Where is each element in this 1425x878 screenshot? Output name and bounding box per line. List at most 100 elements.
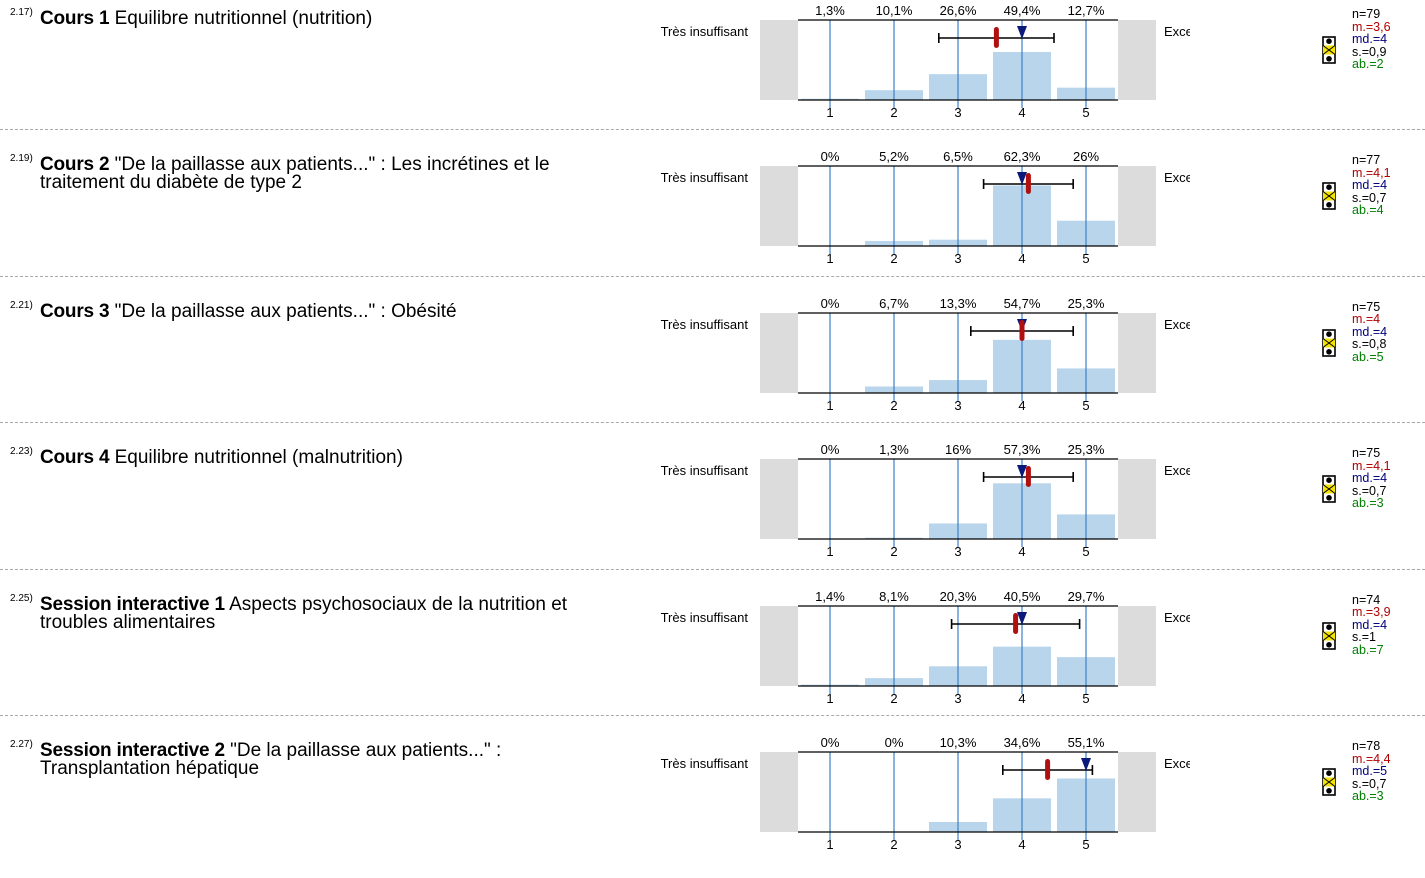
percent-label-2: 0%: [885, 735, 904, 750]
tick-label-3: 3: [954, 251, 961, 266]
question-item: 2.23) Cours 4 Equilibre nutritionnel (mal…: [0, 439, 1425, 585]
question-title-bold: Cours 4: [40, 447, 110, 469]
percent-label-3: 20,3%: [940, 589, 977, 604]
median-marker: [1017, 172, 1027, 186]
stat-mean: m.=4,4: [1352, 751, 1391, 766]
right-shade-box: [1118, 20, 1156, 100]
median-marker: [1017, 26, 1027, 39]
tick-label-4: 4: [1018, 105, 1025, 120]
stat-abstentions: ab.=4: [1352, 203, 1384, 218]
percent-label-4: 40,5%: [1004, 589, 1041, 604]
question-number: 2.19): [10, 153, 33, 165]
stat-mean: m.=3,9: [1352, 605, 1391, 620]
stat-abstentions: ab.=7: [1352, 642, 1384, 657]
percent-label-4: 49,4%: [1004, 3, 1041, 18]
traffic-light-icon: [1322, 475, 1336, 508]
scale-right-label: Excellent: [1164, 24, 1190, 39]
tick-label-4: 4: [1018, 544, 1025, 559]
section-divider: [0, 568, 1425, 570]
left-shade-box: [760, 312, 798, 393]
stat-sd: s.=0,8: [1352, 337, 1387, 352]
tick-label-3: 3: [954, 398, 961, 413]
tick-label-1: 1: [826, 251, 833, 266]
percent-label-4: 54,7%: [1004, 296, 1041, 311]
stat-abstentions: ab.=5: [1352, 349, 1384, 364]
percent-label-1: 1,3%: [815, 3, 845, 18]
rating-chart: Très insuffisant Excellent 1,3% 10,1% 26,6% 4…: [661, 3, 1190, 120]
scale-left-label: Très insuffisant: [661, 756, 749, 771]
tick-label-3: 3: [954, 105, 961, 120]
scale-right-label: Excellent: [1164, 170, 1190, 185]
stats-block: n=75 m.=4 md.=4 s.=0,8 ab.=5: [1352, 301, 1387, 364]
rating-chart: Très insuffisant Excellent 0% 1,3% 16% 57,3% 2…: [661, 442, 1190, 559]
question-title-text: "De la paillasse aux patients..." : Les …: [40, 154, 550, 194]
percent-label-2: 5,2%: [879, 149, 909, 164]
median-marker: [1081, 758, 1091, 771]
stat-sd: s.=0,7: [1352, 483, 1387, 498]
percent-label-2: 6,7%: [879, 296, 909, 311]
stat-median: md.=4: [1352, 617, 1388, 632]
question-item: 2.17) Cours 1 Equilibre nutritionnel (nut…: [0, 0, 1425, 146]
tick-label-1: 1: [826, 398, 833, 413]
stats-block: n=78 m.=4,4 md.=5 s.=0,7 ab.=3: [1352, 740, 1391, 803]
stats-block: n=77 m.=4,1 md.=4 s.=0,7 ab.=4: [1352, 154, 1391, 217]
tick-label-1: 1: [826, 105, 833, 120]
question-title-text: "De la paillasse aux patients..." : Tran…: [40, 740, 502, 779]
tick-label-2: 2: [890, 544, 897, 559]
left-shade-box: [760, 752, 798, 832]
question-item: 2.19) Cours 2 "De la paillasse aux patien…: [0, 146, 1425, 292]
stats-block: n=75 m.=4,1 md.=4 s.=0,7 ab.=3: [1352, 447, 1391, 510]
percent-label-5: 25,3%: [1068, 442, 1105, 457]
question-title: Cours 1 Equilibre nutritionnel (nutritio…: [40, 9, 610, 28]
percent-label-4: 62,3%: [1004, 149, 1041, 164]
percent-label-3: 13,3%: [940, 296, 977, 311]
question-number: 2.23): [10, 446, 33, 458]
right-shade-box: [1118, 752, 1156, 832]
stat-n: n=79: [1352, 7, 1381, 21]
percent-label-1: 0%: [821, 442, 840, 457]
section-divider: [0, 422, 1425, 424]
rating-chart: Très insuffisant Excellent 0% 5,2% 6,5% 62,3%…: [661, 149, 1190, 266]
right-shade-box: [1118, 459, 1156, 540]
scale-right-label: Excellent: [1164, 756, 1190, 771]
question-title: Session interactive 1 Aspects psychosoci…: [40, 593, 610, 632]
stat-mean: m.=4,1: [1352, 165, 1391, 180]
section-divider: [0, 129, 1425, 131]
question-title: Session interactive 2 "De la paillasse a…: [40, 740, 610, 779]
tick-label-3: 3: [954, 837, 961, 852]
left-shade-box: [760, 459, 798, 540]
left-shade-box: [760, 20, 798, 100]
percent-label-1: 0%: [821, 149, 840, 164]
section-divider: [0, 715, 1425, 716]
tick-label-4: 4: [1018, 837, 1025, 852]
percent-label-5: 25,3%: [1068, 296, 1105, 311]
section-divider: [0, 275, 1425, 277]
traffic-light-icon: [1322, 621, 1336, 655]
tick-label-4: 4: [1018, 251, 1025, 266]
question-number: 2.21): [10, 299, 33, 311]
tick-label-5: 5: [1082, 837, 1089, 852]
question-item: 2.21) Cours 3 "De la paillasse aux patien…: [0, 293, 1425, 439]
question-item: 2.25) Session interactive 1 Aspects psych…: [0, 586, 1425, 732]
stat-sd: s.=0,7: [1352, 190, 1387, 205]
stat-median: md.=5: [1352, 764, 1388, 778]
tick-label-5: 5: [1082, 105, 1089, 120]
question-number: 2.27): [10, 739, 33, 750]
percent-label-1: 1,4%: [815, 589, 845, 604]
stat-sd: s.=0,7: [1352, 776, 1387, 791]
percent-label-4: 57,3%: [1004, 442, 1041, 457]
stat-median: md.=4: [1352, 32, 1388, 46]
question-title-bold: Session interactive 1: [40, 593, 225, 615]
left-shade-box: [760, 605, 798, 686]
median-marker: [1017, 611, 1027, 625]
percent-label-3: 10,3%: [940, 735, 977, 750]
tick-label-5: 5: [1082, 251, 1089, 266]
traffic-light-icon: [1322, 36, 1336, 69]
stat-median: md.=4: [1352, 178, 1388, 193]
scale-left-label: Très insuffisant: [661, 463, 749, 478]
stat-n: n=75: [1352, 299, 1381, 314]
percent-label-5: 12,7%: [1068, 3, 1105, 18]
traffic-light-icon: [1322, 182, 1336, 215]
tick-label-5: 5: [1082, 398, 1089, 413]
percent-label-3: 26,6%: [940, 3, 977, 18]
